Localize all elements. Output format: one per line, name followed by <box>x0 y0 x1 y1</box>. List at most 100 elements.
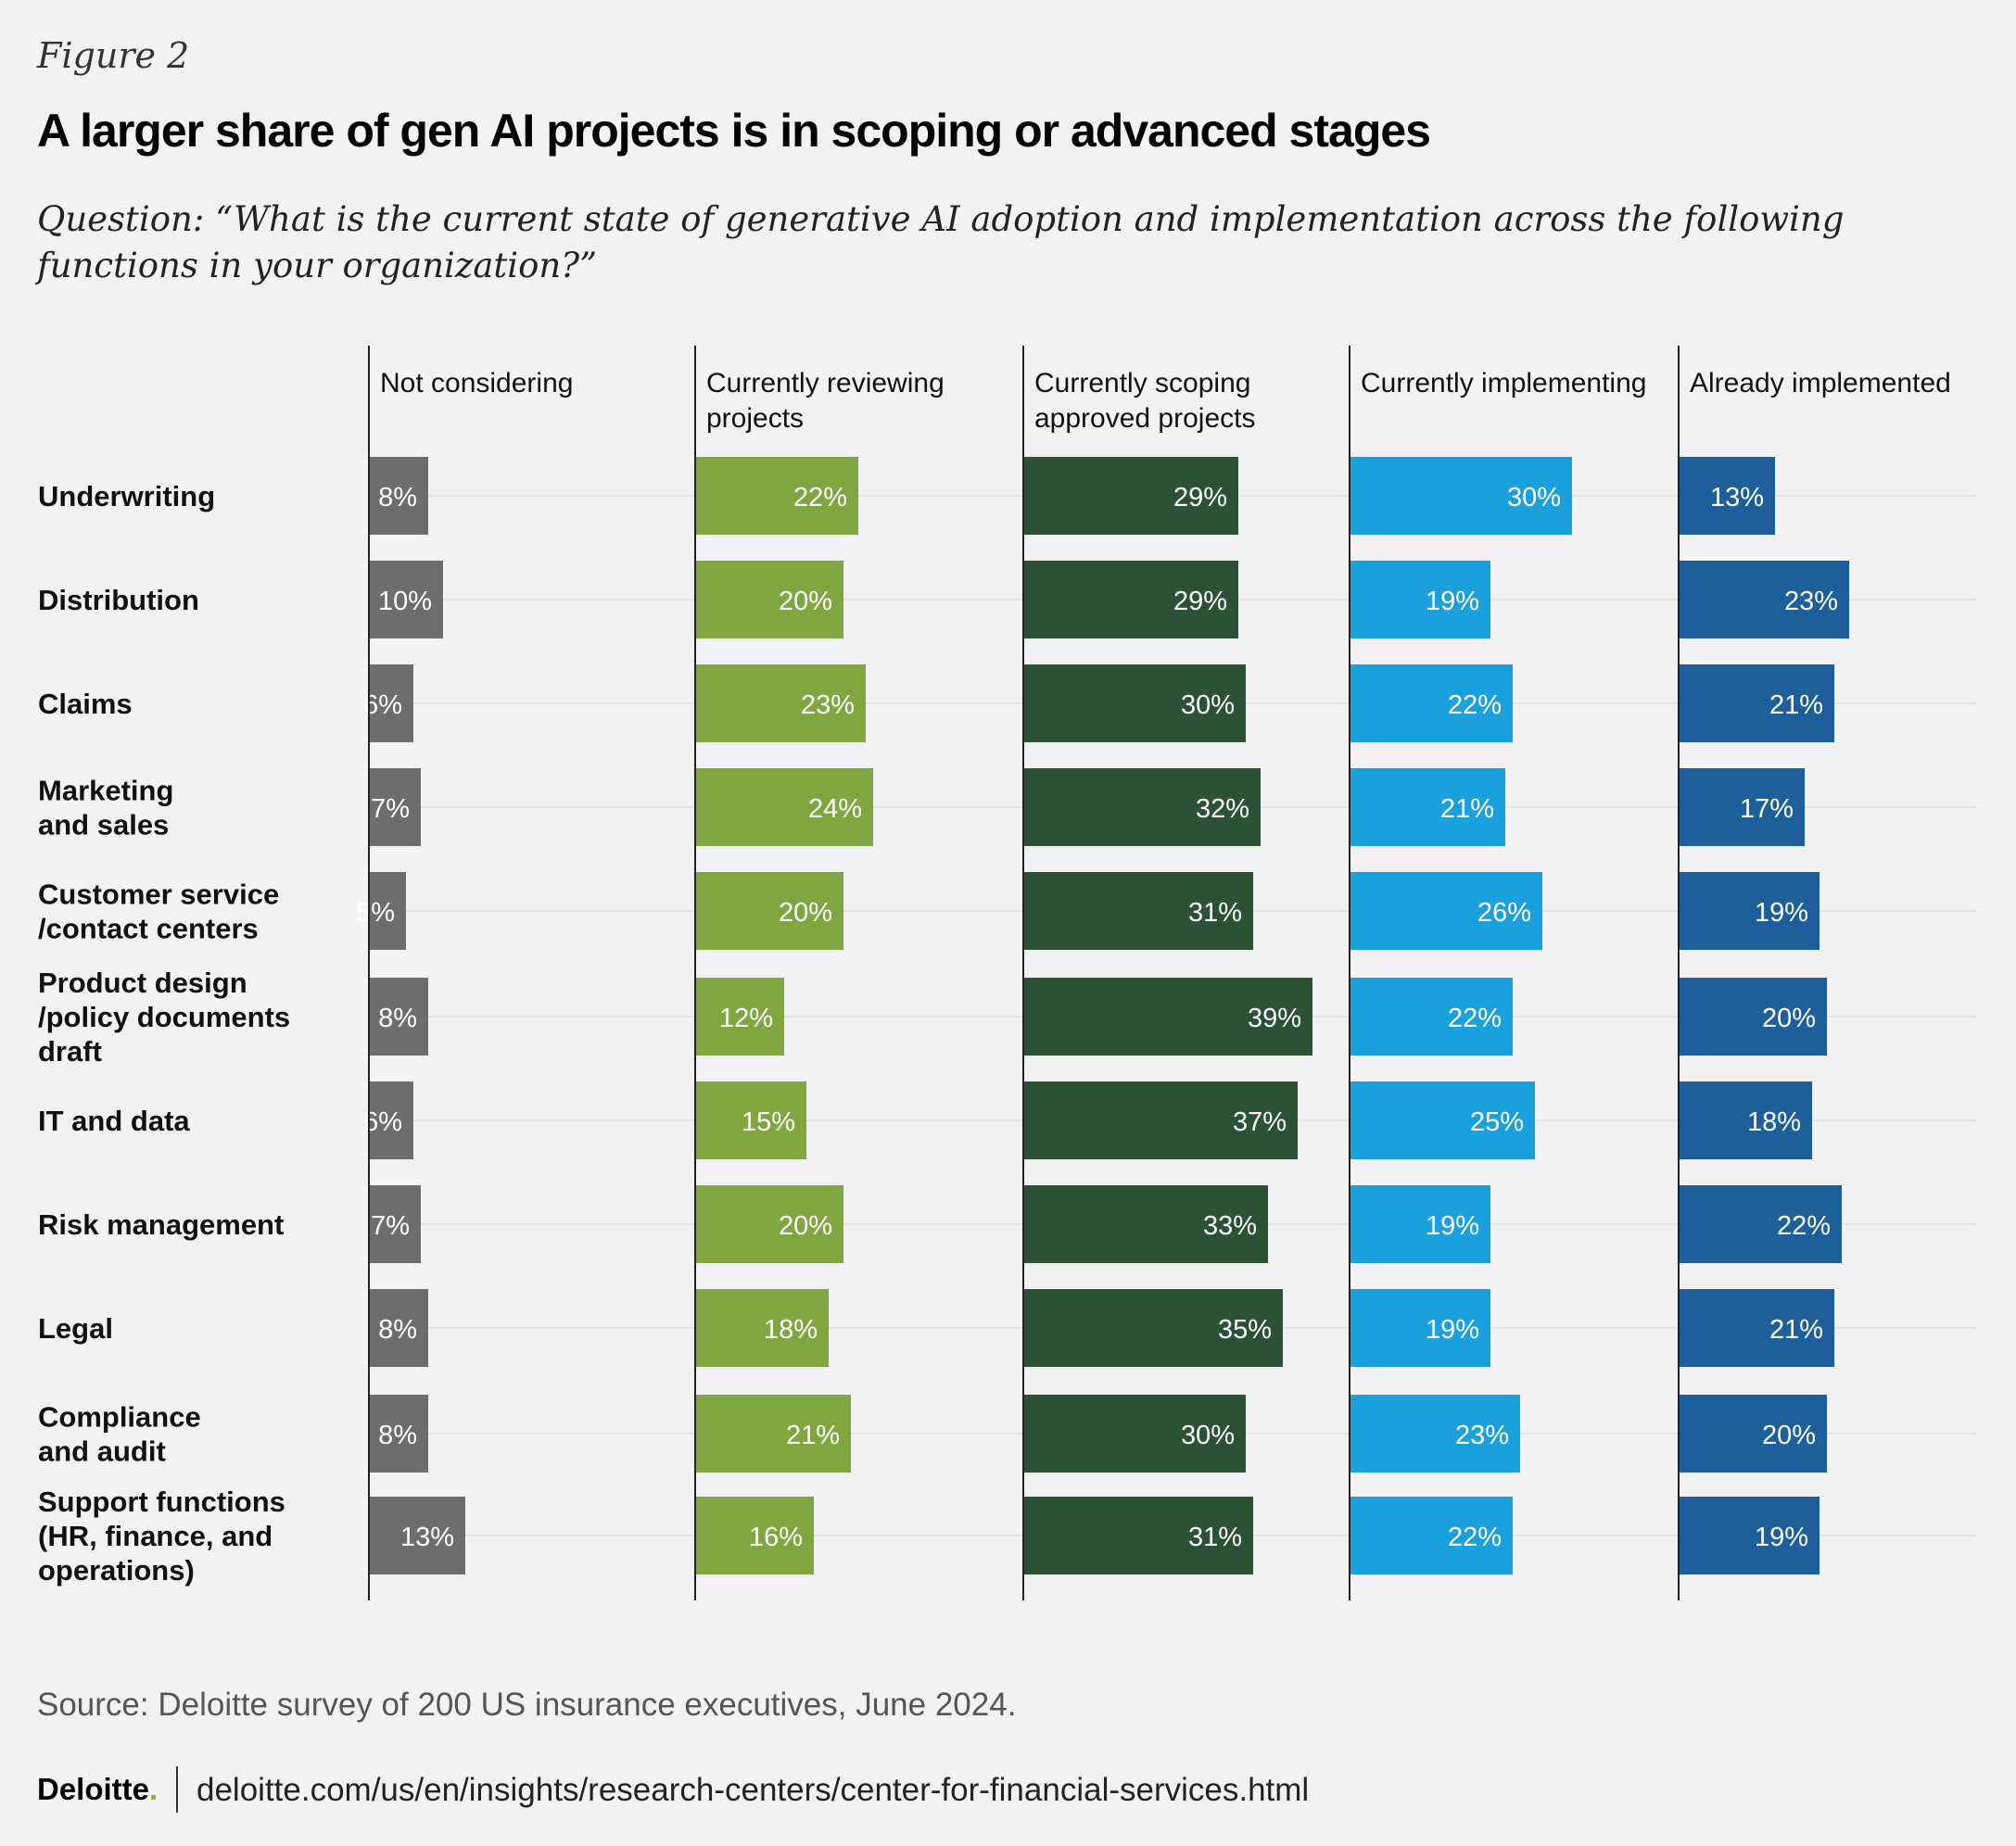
bar <box>1023 664 1246 742</box>
data-label: 20% <box>779 1211 832 1241</box>
bar <box>1350 768 1505 846</box>
category-label-line: /contact centers <box>38 913 259 945</box>
series-header: Already implemented <box>1690 368 1951 398</box>
data-label: 16% <box>749 1523 803 1552</box>
data-label: 5% <box>356 898 395 928</box>
bar <box>369 872 406 950</box>
bar <box>695 561 843 639</box>
series-header-line: approved projects <box>1034 403 1255 434</box>
bar <box>1023 1081 1298 1159</box>
data-label: 7% <box>371 1211 410 1241</box>
data-label: 7% <box>371 794 410 824</box>
category-label: Distribution <box>38 584 199 616</box>
bar <box>1023 457 1238 535</box>
bar <box>695 457 858 535</box>
data-label: 20% <box>1762 1004 1816 1033</box>
figure-label: Figure 2 <box>37 35 190 76</box>
category-label-line: (HR, finance, and <box>38 1520 273 1552</box>
category-label: Support functions (HR, finance, and operat… <box>38 1486 285 1587</box>
data-label: 12% <box>719 1004 773 1033</box>
category-label-line: Legal <box>38 1312 113 1345</box>
bar <box>369 768 421 846</box>
bar <box>1679 978 1827 1056</box>
series-header-line: Currently reviewing <box>706 368 945 398</box>
category-label-line: Compliance <box>38 1401 201 1434</box>
category-label-line: Distribution <box>38 584 199 616</box>
bar <box>695 664 866 742</box>
bar <box>1023 1185 1268 1263</box>
category-label-line: Marketing <box>38 775 173 807</box>
data-label: 22% <box>1777 1211 1831 1241</box>
bar <box>369 1395 428 1473</box>
data-label: 8% <box>378 1421 417 1450</box>
data-label: 13% <box>1710 483 1764 512</box>
series-header-line: projects <box>706 403 804 434</box>
bar <box>695 1185 843 1263</box>
data-label: 22% <box>793 483 847 512</box>
series-header: Not considering <box>380 368 573 398</box>
bar <box>695 768 873 846</box>
bar <box>1679 457 1775 535</box>
bar <box>1679 1081 1812 1159</box>
category-label-line: Support functions <box>38 1486 285 1518</box>
bar <box>1350 1289 1490 1367</box>
data-label: 19% <box>1755 1523 1808 1552</box>
data-label: 10% <box>378 587 432 616</box>
bar <box>369 1289 428 1367</box>
data-label: 22% <box>1448 690 1502 720</box>
bar <box>369 1185 421 1263</box>
chart-subtitle: Question: “What is the current state of … <box>37 199 1845 285</box>
bar <box>1679 872 1819 950</box>
data-label: 21% <box>1769 1315 1823 1345</box>
category-label: Risk management <box>38 1208 284 1241</box>
data-label: 39% <box>1248 1004 1301 1033</box>
data-label: 8% <box>378 483 417 512</box>
bar <box>369 457 428 535</box>
category-label-line: /policy documents <box>38 1001 290 1033</box>
data-label: 37% <box>1233 1107 1287 1137</box>
bar-chart: Underwriting Distribution Claims Marketing a… <box>38 346 1976 1600</box>
category-label: IT and data <box>38 1105 190 1137</box>
data-label: 23% <box>1784 587 1838 616</box>
bar <box>369 1081 413 1159</box>
data-label: 33% <box>1203 1211 1257 1241</box>
bar <box>1679 561 1849 639</box>
bar <box>1679 1395 1827 1473</box>
data-label: 26% <box>1477 898 1531 928</box>
category-label-line: Underwriting <box>38 480 215 512</box>
deloitte-logo: Deloitte. <box>37 1772 158 1807</box>
brand-dot: . <box>149 1772 158 1806</box>
bar <box>369 561 443 639</box>
series-header-line: Currently implementing <box>1361 368 1646 398</box>
footer-url-link[interactable]: deloitte.com/us/en/insights/research-cen… <box>197 1772 1310 1808</box>
data-label: 21% <box>1769 690 1823 720</box>
data-label: 32% <box>1196 794 1249 824</box>
category-label: Claims <box>38 688 133 720</box>
series-header-line: Currently scoping <box>1034 368 1250 398</box>
data-label: 22% <box>1448 1523 1502 1552</box>
bar <box>369 978 428 1056</box>
data-label: 21% <box>1440 794 1494 824</box>
bar <box>1023 1395 1246 1473</box>
data-label: 23% <box>1455 1421 1509 1450</box>
bar <box>695 872 843 950</box>
bar <box>695 1497 814 1574</box>
data-label: 30% <box>1507 483 1561 512</box>
series-header-line: Not considering <box>380 368 573 398</box>
bar <box>369 1497 465 1574</box>
bar <box>1350 1081 1535 1159</box>
bar <box>695 1081 806 1159</box>
chart-title: A larger share of gen AI projects is in … <box>37 105 1431 157</box>
category-label-line: operations) <box>38 1554 195 1587</box>
bar <box>695 1289 829 1367</box>
series-header-line: Already implemented <box>1690 368 1951 398</box>
category-label: Legal <box>38 1312 113 1345</box>
category-label-line: Product design <box>38 967 247 999</box>
data-label: 29% <box>1173 483 1227 512</box>
data-label: 19% <box>1755 898 1808 928</box>
data-label: 20% <box>779 587 832 616</box>
category-label-line: and audit <box>38 1435 166 1468</box>
data-label: 24% <box>808 794 862 824</box>
data-label: 19% <box>1426 587 1479 616</box>
footer-divider <box>176 1766 178 1813</box>
